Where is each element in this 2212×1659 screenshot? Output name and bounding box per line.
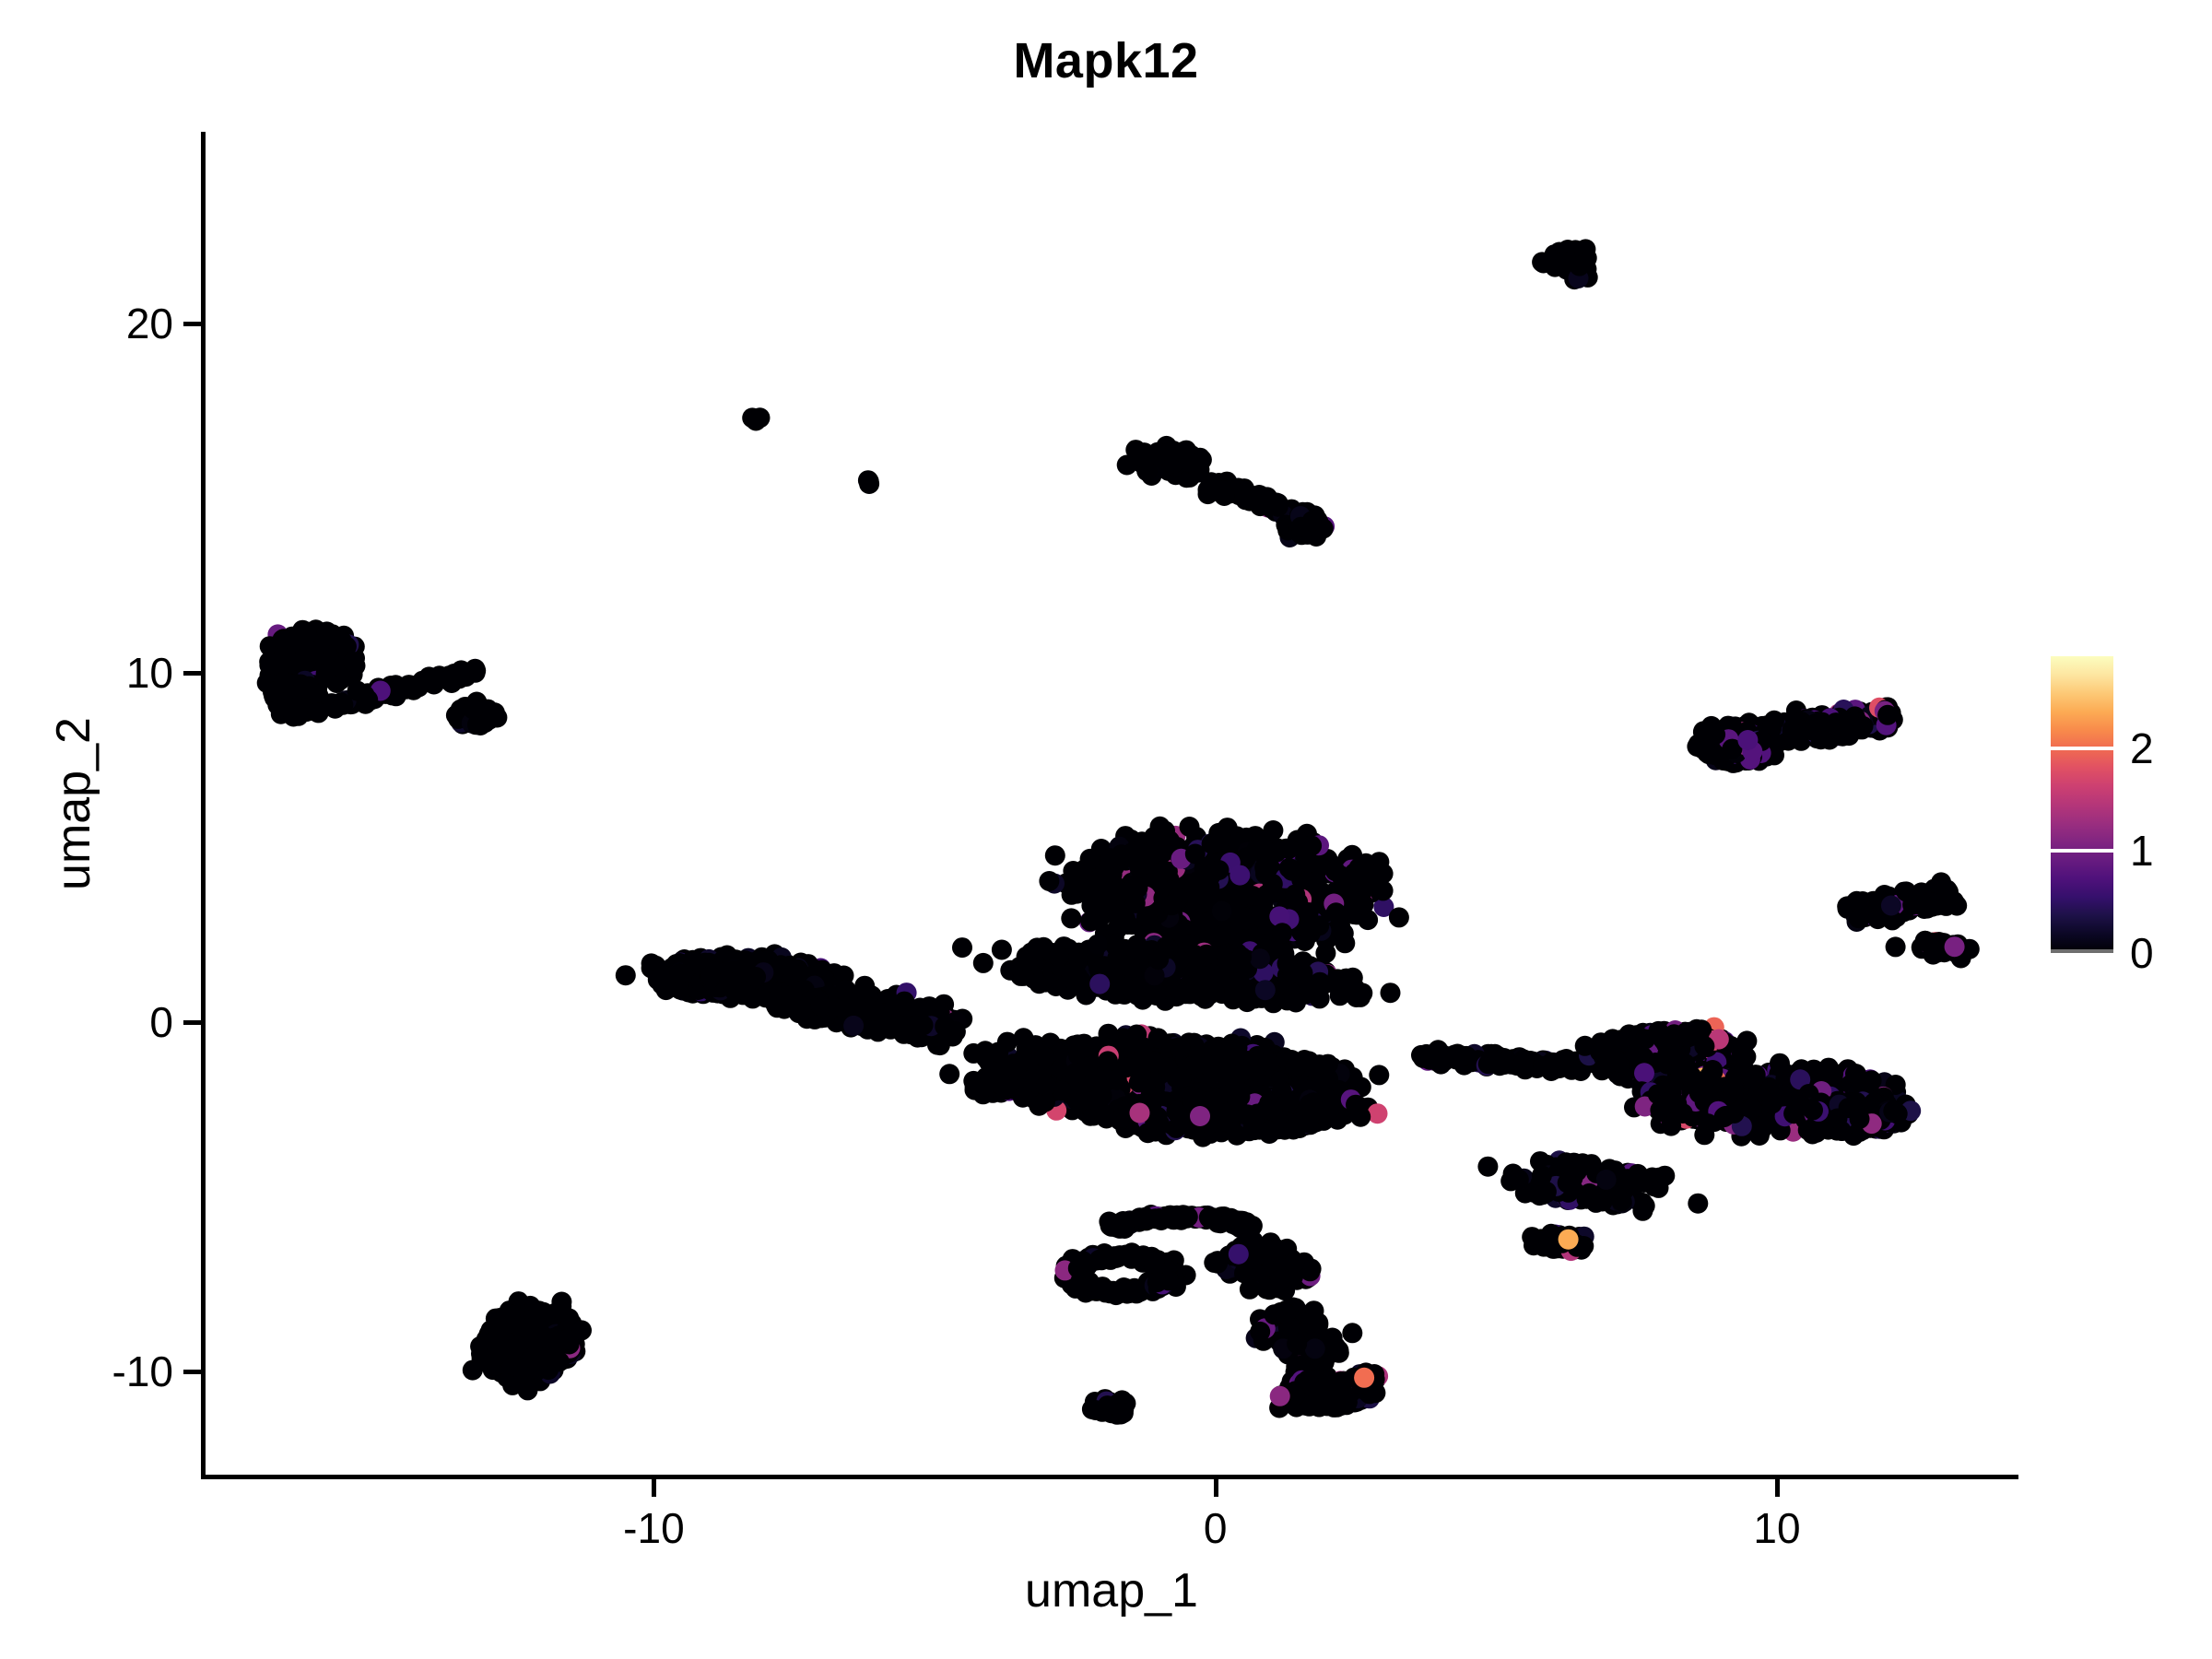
page-title: Mapk12 [1013,33,1199,88]
x-axis-line [201,1475,2018,1479]
y-tick-label: 10 [125,649,173,698]
y-tick-label: -10 [112,1347,173,1396]
colorbar-tick-mark [2051,746,2113,750]
y-tick-mark [183,322,201,327]
y-axis-title: umap_2 [47,717,100,890]
x-tick-label: 10 [1753,1504,1801,1552]
colorbar-tick-gap [2074,849,2090,853]
y-tick-label: 0 [149,998,173,1047]
x-axis-title: umap_1 [1025,1564,1198,1618]
colorbar-tick-gap [2074,747,2090,750]
scatter-points-layer [256,239,1980,1425]
colorbar-tick-label: 0 [2130,929,2154,977]
colorbar-tick-mark [2051,848,2113,853]
x-tick-label: 0 [1203,1504,1228,1552]
colorbar-tick-mark [2051,949,2113,953]
y-tick-mark [183,671,201,677]
plot-panel [205,132,2018,1477]
x-tick-mark [1775,1479,1780,1497]
x-tick-mark [1213,1479,1218,1497]
color-legend: 2 1 0 [2051,656,2207,974]
x-tick-mark [652,1479,657,1497]
colorbar-gradient [2051,656,2113,953]
y-axis-line [201,132,206,1479]
x-tick-label: -10 [623,1504,685,1552]
y-tick-mark [183,1370,201,1375]
colorbar-tick-gap [2074,949,2090,953]
colorbar-tick-label: 2 [2130,724,2154,772]
y-tick-label: 20 [125,300,173,348]
colorbar-tick-label: 1 [2130,826,2154,875]
y-tick-mark [183,1020,201,1026]
